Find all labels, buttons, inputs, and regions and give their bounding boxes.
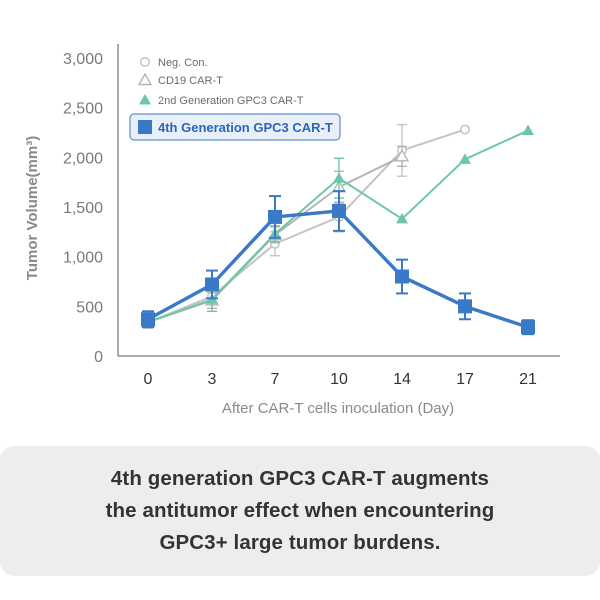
data-point: [205, 277, 219, 292]
tumor-volume-chart: 0 500 1,000 1,500 2,000 2,500 3,000 0 3 7 10 14 17 21…: [24, 44, 560, 417]
x-axis-title: After CAR-T cells inoculation (Day): [222, 400, 454, 417]
x-tick-label: 0: [144, 371, 153, 388]
y-tick-label: 500: [76, 299, 103, 316]
data-point: [332, 203, 346, 218]
x-tick-label: 3: [208, 371, 217, 388]
data-point: [396, 212, 408, 224]
x-tick-label: 17: [456, 371, 474, 388]
data-point: [395, 269, 409, 284]
x-tick-label: 7: [271, 371, 280, 388]
data-point: [333, 172, 345, 183]
legend: Neg. Con. CD19 CAR-T 2nd Generation GPC3 C…: [129, 57, 341, 141]
y-tick-label: 0: [94, 349, 103, 366]
legend-swatch: [140, 57, 150, 67]
data-point: [458, 299, 472, 314]
y-tick-label: 2,000: [63, 150, 103, 167]
data-point: [268, 209, 282, 224]
data-point: [522, 124, 534, 136]
y-tick-label: 1,500: [63, 200, 103, 217]
y-tick-label: 3,000: [63, 51, 103, 68]
legend-highlight-box: [129, 113, 341, 141]
y-tick-label: 1,000: [63, 250, 103, 267]
x-tick-label: 10: [330, 371, 348, 388]
data-point: [394, 148, 410, 162]
caption-line-3: GPC3+ large tumor burdens.: [159, 531, 441, 554]
series-4: [141, 190, 535, 336]
legend-label: CD19 CAR-T: [158, 75, 223, 87]
y-axis-title: Tumor Volume(mm³): [24, 136, 41, 280]
legend-label: 4th Generation GPC3 CAR-T: [158, 120, 333, 135]
data-point: [141, 312, 155, 327]
legend-label: 2nd Generation GPC3 CAR-T: [158, 95, 304, 107]
chart-svg: 0 500 1,000 1,500 2,000 2,500 3,000 0 3 7 10 14 17 21…: [24, 44, 560, 417]
caption-box: 4th generation GPC3 CAR-T augments the a…: [0, 446, 600, 576]
data-point: [460, 124, 470, 135]
legend-swatch: [138, 120, 152, 134]
caption-line-1: 4th generation GPC3 CAR-T augments: [110, 467, 490, 490]
x-tick-label: 14: [393, 371, 411, 388]
caption-line-2: the antitumor effect when encountering: [105, 499, 495, 522]
legend-swatch: [139, 94, 151, 105]
legend-label: Neg. Con.: [158, 57, 208, 69]
data-point: [521, 320, 535, 335]
data-point: [459, 153, 471, 164]
x-tick-label: 21: [519, 371, 537, 388]
series-line: [147, 128, 466, 324]
series-1: [143, 123, 470, 329]
y-tick-label: 2,500: [63, 101, 103, 118]
legend-swatch: [137, 72, 153, 86]
